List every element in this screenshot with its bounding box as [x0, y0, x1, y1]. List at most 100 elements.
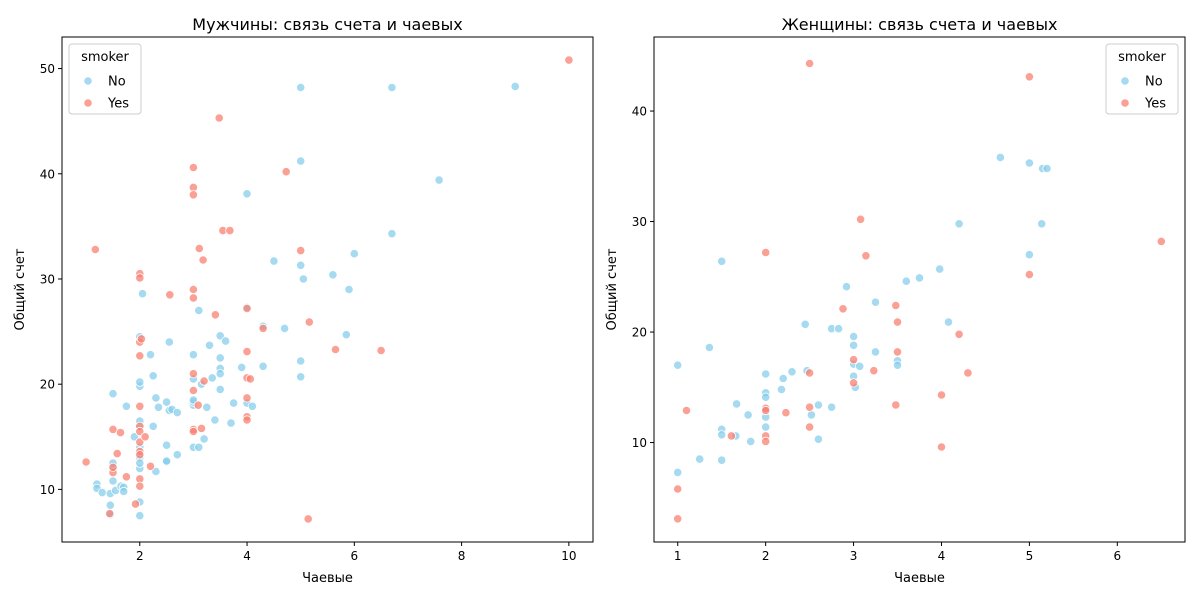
women-point-yes [761, 405, 771, 416]
men-point-yes [121, 472, 132, 482]
men-point-yes [188, 426, 198, 437]
women-point-yes [892, 317, 903, 327]
women-point-no [813, 434, 824, 444]
men-point-yes [108, 462, 118, 472]
men-y-tick-label: 10 [40, 483, 55, 497]
women-point-yes [804, 422, 815, 432]
men-point-yes [188, 284, 198, 295]
men-point-yes [296, 246, 306, 256]
women-point-yes [673, 514, 683, 524]
women-point-yes [681, 405, 692, 416]
women-point-no [731, 399, 742, 409]
women-point-yes [804, 402, 815, 412]
men-chart: 2 4 6 8 10 10 20 30 40 50 Мужчины: связь счета и… [13, 15, 594, 586]
women-point-no [833, 324, 844, 334]
men-point-no [188, 350, 198, 360]
men-point-no [510, 81, 520, 92]
men-y-ticks: 10 20 30 40 50 [40, 62, 62, 497]
men-point-no [387, 229, 397, 239]
men-point-yes [135, 351, 145, 361]
men-legend-title: smoker [81, 50, 129, 65]
men-point-yes [188, 385, 198, 396]
men-point-no [237, 362, 247, 372]
men-point-no [162, 397, 172, 407]
men-point-no [247, 401, 257, 411]
men-point-no [215, 384, 225, 394]
men-x-tick-label: 6 [350, 549, 358, 563]
women-point-yes [954, 329, 964, 339]
men-point-no [162, 456, 172, 466]
women-x-tick-label: 2 [762, 549, 770, 563]
men-point-no [108, 389, 118, 399]
men-point-yes [242, 346, 252, 357]
men-point-no [269, 256, 279, 266]
men-point-yes [140, 432, 150, 442]
men-point-yes [564, 55, 574, 65]
women-point-yes [848, 355, 859, 365]
men-point-yes [165, 290, 175, 300]
men-point-no [344, 284, 354, 295]
men-y-tick-label: 50 [40, 62, 55, 76]
women-y-tick-label: 30 [632, 215, 647, 229]
women-point-yes [761, 436, 771, 446]
men-point-yes [90, 244, 100, 255]
men-point-yes [188, 162, 198, 173]
men-x-ticks: 2 4 6 8 10 [136, 542, 577, 563]
men-point-no [341, 330, 351, 340]
men-point-yes [199, 376, 209, 386]
men-point-no [194, 442, 204, 452]
men-point-no [349, 249, 359, 259]
women-point-no [761, 369, 771, 379]
men-point-yes [196, 423, 207, 433]
women-x-ticks: 1 2 3 4 5 6 [674, 542, 1121, 563]
men-point-yes [198, 255, 208, 265]
men-point-no [145, 350, 156, 360]
women-y-ticks: 10 20 30 40 [632, 105, 654, 450]
women-legend-label-yes: Yes [1144, 97, 1166, 112]
men-x-tick-label: 2 [136, 549, 144, 563]
women-x-tick-label: 5 [1026, 549, 1034, 563]
women-x-tick-label: 1 [674, 549, 682, 563]
men-point-yes [130, 499, 141, 509]
women-point-no [855, 361, 865, 371]
women-point-no [787, 367, 797, 377]
men-point-no [296, 356, 306, 366]
women-point-yes [861, 251, 871, 261]
men-point-no [153, 402, 164, 412]
men-point-yes [135, 273, 145, 283]
women-point-no [743, 410, 753, 420]
women-point-yes [804, 368, 815, 378]
men-point-no [296, 82, 306, 93]
men-point-yes [303, 514, 313, 524]
men-point-no [215, 353, 225, 363]
women-point-no [954, 219, 964, 229]
women-legend-label-no: No [1145, 75, 1163, 90]
men-point-yes [112, 448, 122, 459]
men-points [81, 55, 574, 524]
men-point-yes [258, 323, 268, 333]
men-point-no [215, 369, 225, 379]
men-point-no [204, 340, 215, 350]
men-point-no [258, 361, 268, 371]
women-point-yes [892, 347, 903, 357]
men-point-yes [281, 167, 291, 177]
women-x-tick-label: 3 [850, 549, 858, 563]
women-point-no [943, 317, 954, 327]
women-point-no [914, 273, 925, 283]
men-point-no [387, 82, 397, 93]
men-point-yes [188, 190, 198, 200]
women-point-no [826, 402, 837, 412]
men-point-no [226, 418, 236, 428]
men-legend: smoker No Yes [68, 43, 142, 115]
men-point-yes [225, 226, 235, 236]
men-point-no [172, 450, 182, 460]
women-point-no [901, 276, 911, 286]
women-point-no [892, 360, 903, 370]
women-point-no [1042, 163, 1052, 174]
men-x-axis-label: Чаевые [302, 571, 353, 586]
women-points [673, 58, 1166, 524]
men-point-no [207, 373, 217, 383]
men-point-yes [194, 243, 204, 254]
men-point-no [119, 486, 129, 497]
men-point-yes [242, 415, 252, 425]
